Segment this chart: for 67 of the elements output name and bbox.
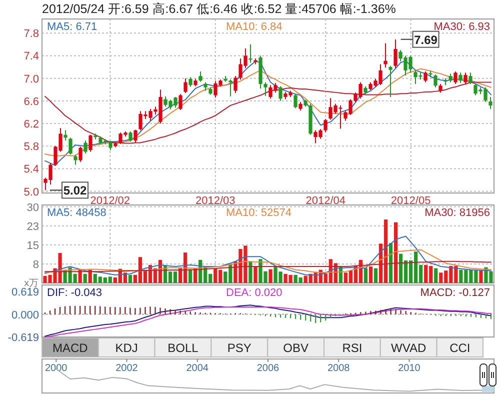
y-tick-label: 7.4 (24, 50, 39, 63)
x-tick-label: 2000 (45, 363, 68, 374)
y-tick-label: 6.6 (24, 96, 39, 108)
candlestick (428, 70, 432, 78)
text: BOLL (168, 341, 199, 355)
bar (128, 274, 132, 283)
y-tick-label: 6.2 (24, 118, 39, 131)
x-tick-label: 2012/02 (90, 195, 130, 207)
bar (254, 266, 258, 283)
text: OBV (283, 341, 308, 355)
candlestick (228, 78, 232, 97)
annotation: 7.69 (414, 32, 438, 47)
y-tick-label: 30 (26, 202, 39, 214)
y-tick-label: 5.8 (24, 141, 39, 154)
x-tick-label: 2012/05 (390, 195, 431, 207)
text: RSI (342, 341, 362, 355)
line-series (44, 260, 492, 272)
y-tick-label: 15 (26, 240, 39, 252)
y-tick-label: 23 (26, 220, 39, 233)
text: MA5: 48458 (47, 207, 106, 219)
text: PSY (227, 341, 252, 355)
y-tick-label: 8 (32, 258, 39, 271)
y-tick-label: 7.8 (24, 28, 39, 40)
candlestick (254, 58, 258, 65)
candlestick (298, 102, 302, 112)
series-label: DEA: 0.020 (226, 287, 282, 299)
bar (368, 266, 373, 283)
line-series (44, 236, 492, 276)
bar (479, 270, 483, 283)
text: MACD (52, 341, 88, 355)
chart-title: 2012/05/24 开:6.59 高:6.67 低:6.46 收:6.52 量:45706 幅:-1.36% (42, 1, 396, 16)
text: DIF: -0.043 (47, 287, 102, 299)
y-tick-label: 0.619 (11, 286, 39, 299)
text: KDJ (115, 341, 138, 355)
x-tick-label: 2006 (256, 363, 280, 374)
x-tick-label: 2012/04 (306, 195, 346, 207)
bar (83, 274, 87, 283)
series-label: MACD: -0.127 (420, 287, 490, 299)
x-tick-label: 2008 (328, 363, 350, 374)
text: CCI (450, 341, 470, 355)
y-tick-label: 5.0 (24, 186, 39, 198)
text: MA30: 81956 (424, 207, 490, 219)
y-tick-label: 0.000 (11, 309, 39, 322)
bar (364, 268, 368, 283)
bar (434, 268, 438, 283)
text: MA10: 6.84 (226, 21, 282, 33)
annotation: 5.02 (50, 182, 88, 199)
text: MA30: 6.93 (434, 21, 490, 33)
y-tick-label: -0.619 (8, 332, 39, 344)
bar (388, 243, 393, 283)
x-tick-label: 2010 (398, 363, 421, 374)
bar (374, 268, 378, 283)
bar (268, 269, 272, 283)
annotation: 5.02 (63, 184, 88, 198)
bar (248, 261, 252, 283)
x-tick-label: 2012/03 (196, 195, 236, 207)
text: MA10: 52574 (226, 207, 292, 219)
bar (394, 222, 398, 283)
text: MA5: 6.71 (47, 21, 98, 33)
line-series (44, 249, 492, 274)
text: WVAD (391, 341, 426, 355)
y-tick-label: 7.0 (24, 73, 39, 86)
annotation: 7.69 (400, 30, 440, 48)
y-tick-label: 5.4 (24, 164, 39, 176)
x-tick-label: 2004 (186, 363, 209, 374)
y-axis-title: x万 (24, 278, 39, 289)
x-tick-label: 2002 (116, 363, 138, 374)
